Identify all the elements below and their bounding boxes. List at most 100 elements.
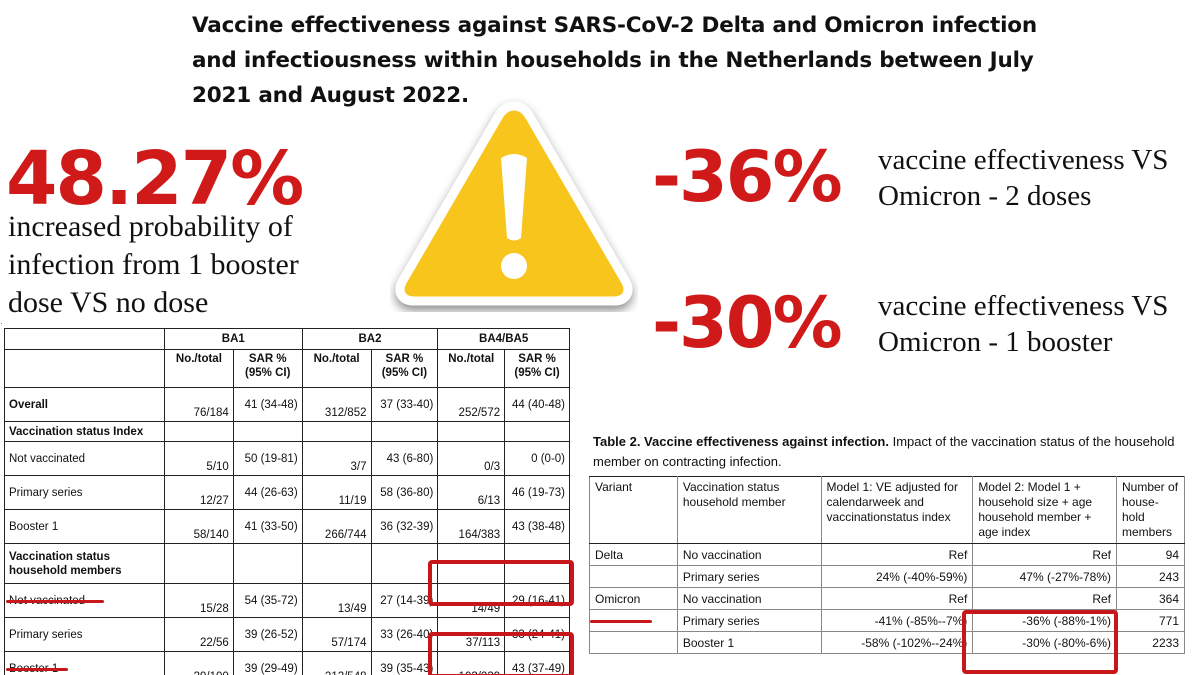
- cell: 44 (40-48): [504, 387, 570, 422]
- table-row: Primary series -41% (-85%--7%) -36% (-88…: [589, 609, 1185, 632]
- cell: 103/239: [437, 651, 506, 675]
- group-ba1: BA1: [163, 328, 303, 350]
- stat-booster-value: 48.27%: [6, 136, 304, 222]
- cell: 43 (38-48): [504, 509, 570, 544]
- cell: 164/383: [437, 509, 506, 544]
- cell: 76/184: [163, 387, 234, 422]
- cell: 36 (32-39): [370, 509, 439, 544]
- model2-cell: 47% (-27%-78%): [972, 565, 1117, 588]
- status-cell: No vaccination: [676, 587, 822, 610]
- stat-two-doses-value: -36%: [652, 136, 843, 218]
- header-model1: Model 1: VE adjusted for calendarweek an…: [820, 476, 974, 544]
- model1-cell: Ref: [820, 543, 974, 566]
- group-ba4-ba5: BA4/BA5: [437, 328, 570, 350]
- header-variant: Variant: [589, 476, 678, 544]
- status-cell: No vaccination: [676, 543, 822, 566]
- subheader-sar: SAR % (95% CI): [232, 349, 303, 388]
- cell: 50 (19-81): [232, 441, 303, 476]
- model1-cell: -41% (-85%--7%): [820, 609, 974, 632]
- header-blank: [4, 328, 165, 350]
- cell: 14/49: [437, 583, 506, 618]
- cell: 46 (19-73): [504, 475, 570, 510]
- group-ba2: BA2: [301, 328, 439, 350]
- stat-two-doses-text: vaccine effectiveness VS Omicron - 2 dos…: [878, 144, 1169, 212]
- cell: 43 (37-49): [504, 651, 570, 675]
- underline-mark: [6, 600, 104, 603]
- table-row: Booster 1 -58% (-102%--24%) -30% (-80%-6…: [589, 631, 1185, 654]
- model2-cell: Ref: [972, 587, 1117, 610]
- count-cell: 94: [1116, 543, 1185, 566]
- cell: 5/10: [163, 441, 234, 476]
- table-row: Primary series 12/27 44 (26-63) 11/19 58…: [4, 475, 570, 510]
- warning-triangle-icon: [395, 101, 633, 306]
- cell: 11/19: [301, 475, 372, 510]
- count-cell: 771: [1116, 609, 1185, 632]
- cell: 22/56: [163, 617, 234, 652]
- table-row: Omicron No vaccination Ref Ref 364: [589, 587, 1185, 610]
- stat-booster-text: increased probability of infection from …: [8, 210, 299, 319]
- count-cell: 243: [1116, 565, 1185, 588]
- cell: 43 (6-80): [370, 441, 439, 476]
- cell: 58 (36-80): [370, 475, 439, 510]
- page-title: Vaccine effectiveness against SARS-CoV-2…: [192, 13, 1037, 108]
- cell: 41 (34-48): [232, 387, 303, 422]
- table-row: Booster 1 39/100 39 (29-49) 212/548 39 (…: [4, 651, 570, 675]
- highlight-box: [962, 610, 1118, 674]
- stat-one-booster-value: -30%: [652, 282, 843, 364]
- highlight-box: [428, 560, 574, 606]
- underline-mark: [6, 668, 68, 671]
- corner-mark: ·: [0, 318, 3, 328]
- cell: 54 (35-72): [232, 583, 303, 618]
- variant-cell: [589, 631, 678, 654]
- subheader-no-total: No./total: [163, 349, 234, 388]
- cell: 3/7: [301, 441, 372, 476]
- cell: 252/572: [437, 387, 506, 422]
- cell: 12/27: [163, 475, 234, 510]
- status-cell: Primary series: [676, 609, 822, 632]
- count-cell: 364: [1116, 587, 1185, 610]
- table-row: Not vaccinated 5/10 50 (19-81) 3/7 43 (6…: [4, 441, 570, 476]
- cell: 0/3: [437, 441, 506, 476]
- model2-cell: Ref: [972, 543, 1117, 566]
- table-row: Overall 76/184 41 (34-48) 312/852 37 (33…: [4, 387, 570, 422]
- cell: 58/140: [163, 509, 234, 544]
- variant-cell: [589, 565, 678, 588]
- row-label: Overall: [4, 387, 165, 422]
- cell: 39 (26-52): [232, 617, 303, 652]
- model1-cell: -58% (-102%--24%): [820, 631, 974, 654]
- variant-cell: Delta: [589, 543, 678, 566]
- header-model2: Model 2: Model 1 + household size + age …: [972, 476, 1117, 544]
- header-blank: [4, 349, 165, 388]
- cell: 37 (33-40): [370, 387, 439, 422]
- variant-cell: Omicron: [589, 587, 678, 610]
- cell: 39/100: [163, 651, 234, 675]
- cell: 44 (26-63): [232, 475, 303, 510]
- cell: 6/13: [437, 475, 506, 510]
- row-label: Not vaccinated: [4, 441, 165, 476]
- cell: 41 (33-50): [232, 509, 303, 544]
- header-status: Vaccination status household member: [676, 476, 822, 544]
- underline-mark: [590, 620, 652, 623]
- status-cell: Booster 1: [676, 631, 822, 654]
- count-cell: 2233: [1116, 631, 1185, 654]
- ve-table: Variant Vaccination status household mem…: [589, 476, 1185, 654]
- cell: 266/744: [301, 509, 372, 544]
- row-label: Booster 1: [4, 651, 165, 675]
- highlight-box: [428, 632, 574, 675]
- cell: 15/28: [163, 583, 234, 618]
- status-cell: Primary series: [676, 565, 822, 588]
- stat-one-booster-text: vaccine effectiveness VS Omicron - 1 boo…: [878, 290, 1169, 358]
- table-row: Booster 1 58/140 41 (33-50) 266/744 36 (…: [4, 509, 570, 544]
- header-number: Number of house-hold members: [1116, 476, 1185, 544]
- sar-table: BA1 BA2 BA4/BA5 No./total SAR % (95% CI)…: [4, 328, 570, 675]
- subheader-no-total: No./total: [437, 349, 506, 388]
- cell: 312/852: [301, 387, 372, 422]
- subheader-sar: SAR % (95% CI): [504, 349, 570, 388]
- table-row: Primary series 24% (-40%-59%) 47% (-27%-…: [589, 565, 1185, 588]
- table-caption: Table 2. Vaccine effectiveness against i…: [593, 434, 1175, 469]
- cell: 39 (29-49): [232, 651, 303, 675]
- table-row: Delta No vaccination Ref Ref 94: [589, 543, 1185, 566]
- cell: 57/174: [301, 617, 372, 652]
- cell: 0 (0-0): [504, 441, 570, 476]
- cell: 39 (35-43): [370, 651, 439, 675]
